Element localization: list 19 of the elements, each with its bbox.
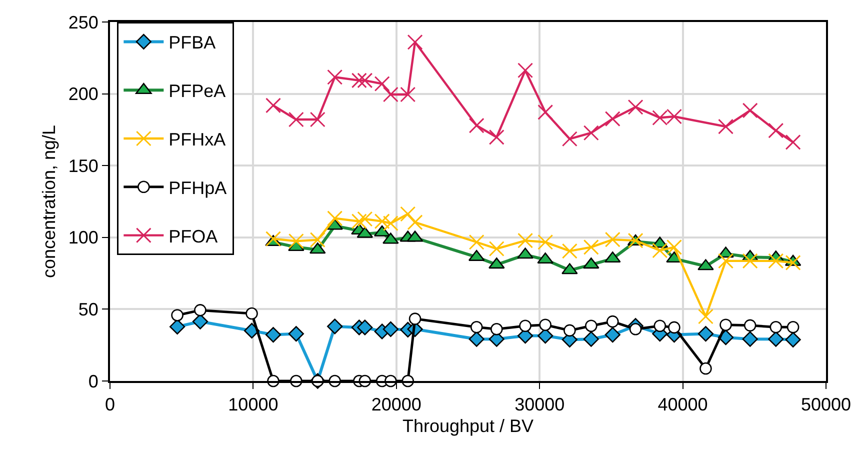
x-tick-label: 40000 [658, 394, 708, 415]
x-tick-label: 10000 [228, 394, 278, 415]
x-tick-label: 30000 [514, 394, 565, 415]
legend-label: PFOA [168, 226, 218, 246]
legend-label: PFHxA [168, 130, 226, 150]
x-axis-title: Throughput / BV [402, 416, 534, 436]
x-tick-label: 50000 [800, 394, 852, 415]
y-tick-label: 250 [68, 12, 98, 32]
legend-label: PFBA [168, 32, 216, 53]
y-tick-label: 100 [68, 228, 98, 248]
y-tick-label: 200 [68, 84, 98, 104]
y-tick-label: 50 [78, 300, 98, 320]
legend-label: PFHpA [168, 178, 227, 198]
y-axis-title: concentration, ng/L [39, 124, 60, 278]
legend-label: PFPeA [168, 81, 226, 102]
x-tick-label: 0 [104, 394, 116, 415]
x-tick-label: 20000 [371, 394, 422, 415]
y-tick-label: 0 [88, 371, 98, 392]
y-tick-label: 150 [68, 156, 98, 176]
